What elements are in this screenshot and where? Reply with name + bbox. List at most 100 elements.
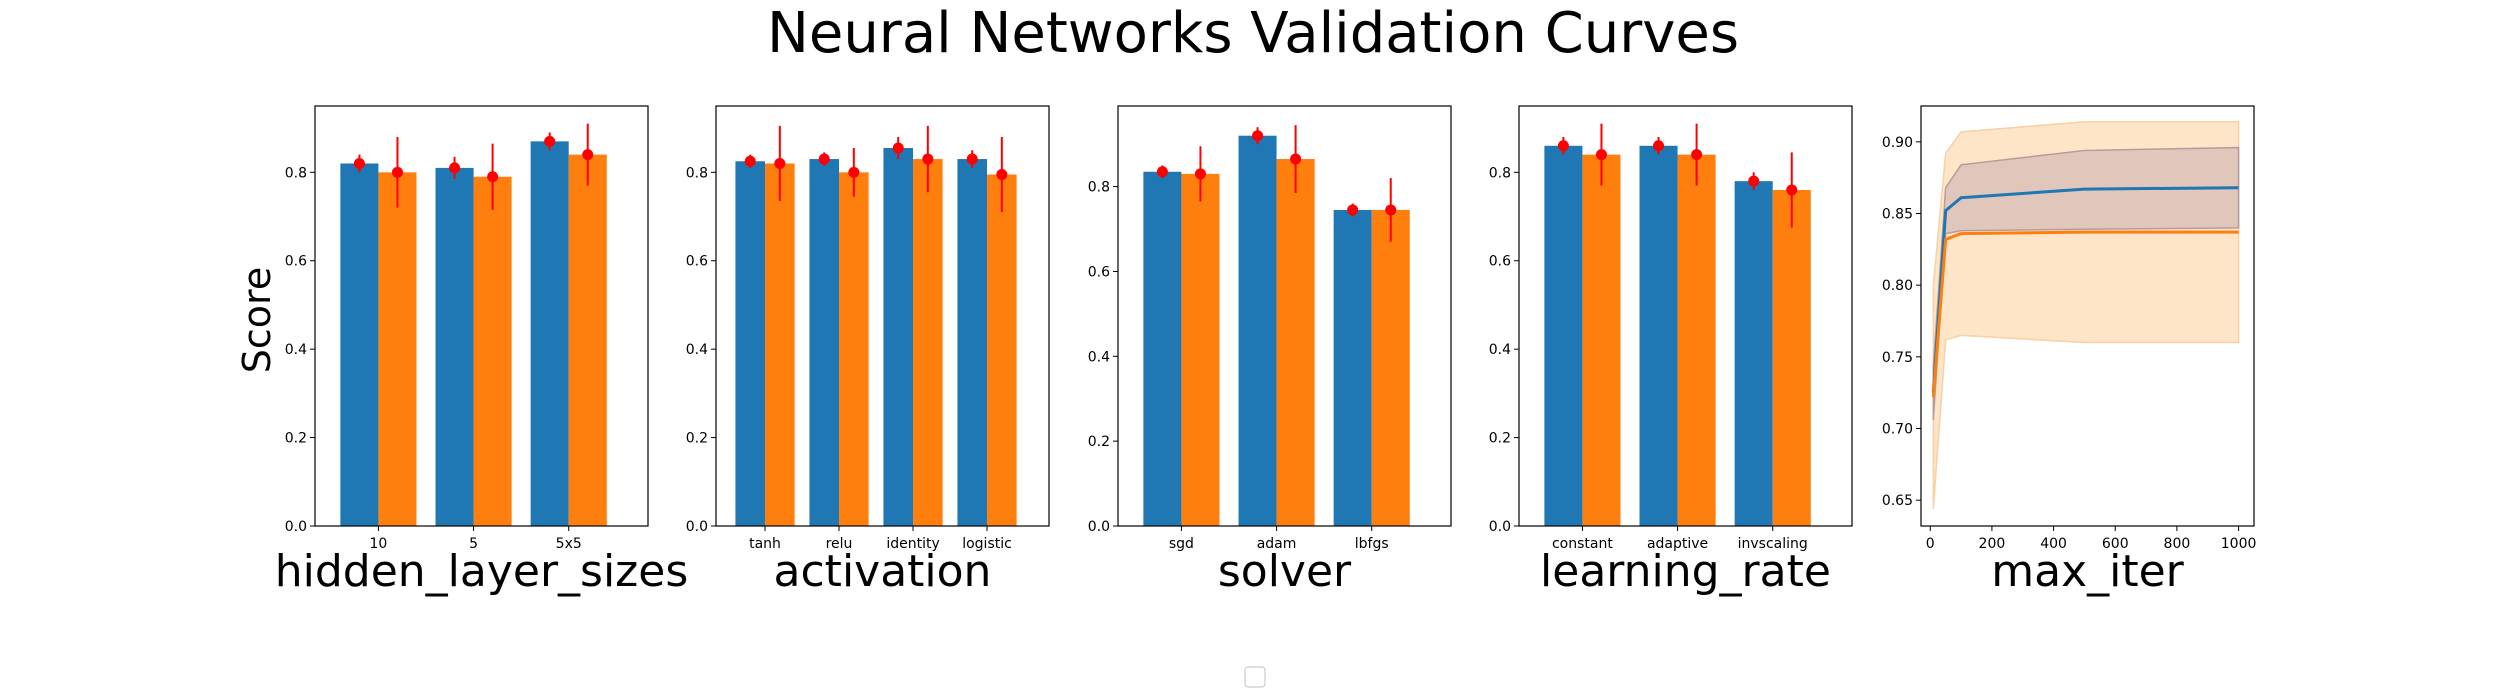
y-tick-label: 0.65 (1882, 493, 1913, 509)
bar-train (957, 159, 988, 527)
y-tick-label: 0.2 (686, 431, 708, 447)
error-point (1557, 140, 1569, 152)
x-axis-label: max_iter (1991, 546, 2184, 597)
x-tick-label: adam (1257, 536, 1297, 552)
bar-test (1772, 190, 1811, 526)
figure-title: Neural Networks Validation Curves (767, 1, 1739, 66)
x-tick-label: adaptive (1647, 536, 1708, 552)
x-tick-label: 200 (1979, 536, 2006, 552)
error-point (487, 171, 499, 183)
bar-train (735, 161, 766, 526)
y-tick-label: 0.0 (686, 519, 708, 535)
error-point (818, 153, 830, 165)
y-tick-label: 0.6 (1489, 254, 1511, 270)
y-tick-label: 0.6 (686, 254, 708, 270)
y-tick-label: 0.80 (1882, 278, 1913, 294)
bar-train (1238, 135, 1277, 527)
axes-frame (314, 105, 649, 527)
y-tick-label: 0.85 (1882, 207, 1913, 223)
error-point (1194, 168, 1206, 180)
x-tick-label: 1000 (2221, 536, 2257, 552)
y-tick-label: 0.8 (1489, 165, 1511, 181)
bar-test (473, 176, 512, 526)
y-tick-label: 0.6 (285, 254, 307, 270)
y-tick-label: 0.0 (1489, 519, 1511, 535)
panel-activation: 0.0 0.2 0.4 0.6 0.8 tanh relu identity logistica… (686, 105, 1050, 597)
bar-test (987, 174, 1017, 527)
bar-test (1582, 154, 1621, 526)
x-tick-label: 5 (469, 536, 478, 552)
x-tick-label: 400 (2040, 536, 2067, 552)
error-point (1290, 153, 1302, 165)
error-point (996, 169, 1008, 181)
bar-test (839, 172, 869, 526)
x-tick-label: identity (886, 536, 939, 552)
error-point (744, 155, 756, 167)
y-tick-label: 0.0 (1088, 519, 1110, 535)
bar-test (1371, 209, 1410, 526)
bar-train (340, 163, 379, 526)
panel-max_iter: 0.65 0.70 0.75 0.80 0.85 0.90 0 200 400 600 800 100… (1882, 105, 2257, 597)
bar-test (913, 159, 943, 527)
y-tick-label: 0.8 (1088, 180, 1110, 196)
x-axis-label: solver (1218, 546, 1352, 597)
bar-train (883, 148, 914, 526)
x-tick-label: constant (1552, 536, 1613, 552)
x-tick-label: 10 (370, 536, 388, 552)
error-point (1252, 130, 1264, 142)
error-point (922, 153, 934, 165)
x-tick-label: invscaling (1738, 536, 1808, 552)
bar-test (1181, 173, 1220, 526)
y-tick-label: 0.8 (285, 165, 307, 181)
x-tick-label: logistic (962, 536, 1012, 552)
y-tick-label: 0.75 (1882, 350, 1913, 366)
y-axis-label: Score (235, 267, 279, 373)
error-point (848, 166, 860, 178)
x-tick-label: 600 (2102, 536, 2129, 552)
error-point (449, 162, 461, 174)
x-axis-label: activation (774, 546, 992, 597)
x-axis-label: learning_rate (1540, 546, 1831, 597)
error-point (1347, 204, 1359, 216)
panels: 0.00.20.40.60.810 5 5x5hidden_layer_sizes0… (275, 105, 2257, 597)
bar-train (1544, 145, 1583, 526)
y-tick-label: 0.8 (686, 165, 708, 181)
y-tick-label: 0.4 (1088, 349, 1110, 365)
y-tick-label: 0.0 (285, 519, 307, 535)
bar-train (1639, 145, 1678, 526)
axes-frame (715, 105, 1050, 527)
x-tick-label: lbfgs (1355, 536, 1389, 552)
axes-frame (1920, 105, 2255, 527)
error-point (966, 153, 978, 165)
line-train (1931, 186, 2239, 393)
error-point (1156, 166, 1168, 178)
x-tick-label: relu (826, 536, 853, 552)
error-point (774, 157, 786, 169)
error-point (1385, 204, 1397, 216)
x-tick-label: 5x5 (556, 536, 582, 552)
x-tick-label: tanh (749, 536, 781, 552)
error-point (1691, 149, 1703, 161)
y-tick-label: 0.70 (1882, 422, 1913, 438)
error-point (544, 135, 556, 147)
bar-test (378, 172, 417, 526)
y-tick-label: 0.4 (686, 342, 708, 358)
bar-train (809, 159, 840, 527)
bar-train (435, 167, 474, 527)
axes-frame (1117, 105, 1452, 527)
line-test (1931, 230, 2239, 398)
bar-train (1734, 181, 1773, 526)
error-point (353, 157, 365, 169)
error-point (1748, 175, 1760, 187)
y-tick-label: 0.2 (285, 431, 307, 447)
bar-test (1276, 159, 1315, 526)
y-tick-label: 0.2 (1489, 431, 1511, 447)
legend-box (1244, 666, 1266, 688)
x-tick-label: sgd (1169, 536, 1194, 552)
y-tick-label: 0.4 (285, 342, 307, 358)
y-tick-label: 0.2 (1088, 434, 1110, 450)
x-axis-label: hidden_layer_sizes (275, 546, 689, 597)
